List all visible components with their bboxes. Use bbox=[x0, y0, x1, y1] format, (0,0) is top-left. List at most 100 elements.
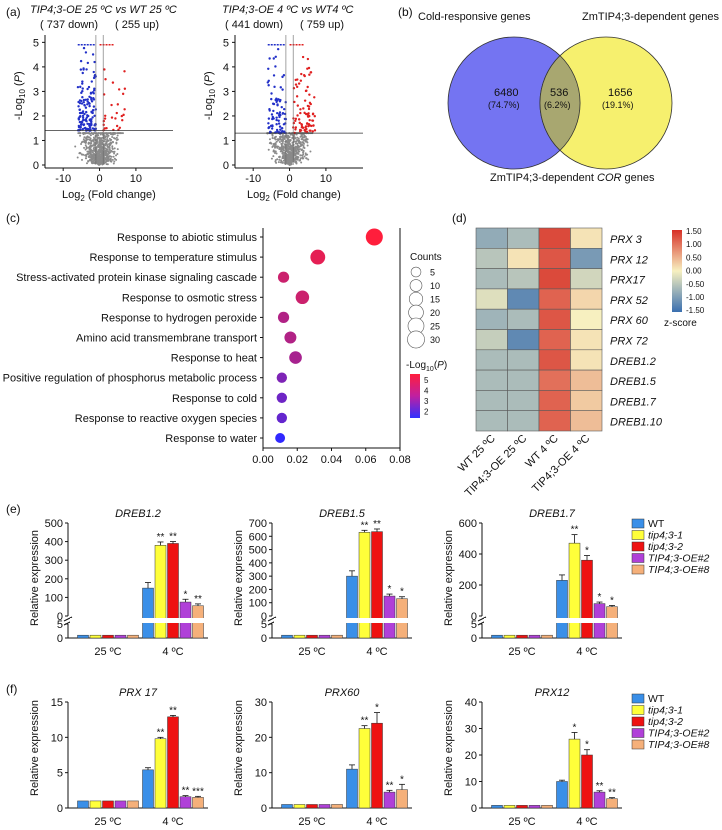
bar-y-tick-label: 10 bbox=[51, 732, 63, 744]
volcano-y-tick-label: 1 bbox=[33, 135, 39, 147]
volcano-point-up bbox=[311, 119, 314, 122]
counts-legend-label: 10 bbox=[430, 281, 440, 291]
volcano-point-down bbox=[283, 107, 286, 111]
volcano-point-up bbox=[111, 81, 115, 84]
heatmap-cell bbox=[475, 369, 508, 391]
bar bbox=[606, 798, 618, 809]
volcano-point-down bbox=[85, 119, 88, 123]
volcano-point-down bbox=[80, 121, 84, 124]
panel-label-f: (f) bbox=[6, 682, 17, 696]
volcano-point-ns bbox=[270, 157, 273, 160]
color-legend-tick: 2 bbox=[424, 408, 429, 417]
heatmap-cell bbox=[570, 288, 603, 310]
bar-x-category-label: 4 ºC bbox=[366, 816, 387, 828]
volcano-point-down bbox=[84, 106, 88, 109]
bar bbox=[142, 587, 154, 639]
volcano-point-ns bbox=[105, 158, 108, 161]
volcano-point-ns bbox=[79, 134, 82, 137]
volcano-point-ns bbox=[90, 149, 93, 152]
volcano-point-down bbox=[79, 68, 83, 71]
volcano-point-down bbox=[276, 130, 279, 133]
go-term-label: Response to heat bbox=[171, 353, 257, 365]
heatmap-cell bbox=[475, 349, 508, 371]
volcano-point-up bbox=[307, 123, 311, 126]
volcano-point-down bbox=[82, 101, 85, 104]
volcano-2-xlabel: Log2 (Fold change) bbox=[247, 189, 341, 203]
volcano-point-down bbox=[79, 123, 83, 127]
volcano-point-ns bbox=[87, 132, 90, 135]
venn-mid-percent: (6.2%) bbox=[544, 100, 571, 110]
go-dot-plot: 0.00 0.02 0.04 0.06 0.08 Response to abiotic … bbox=[3, 228, 447, 466]
volcano-point-ns bbox=[272, 144, 275, 147]
color-legend-bar bbox=[410, 374, 420, 418]
heatmap-cell bbox=[538, 268, 571, 290]
axis-break-band bbox=[274, 618, 412, 623]
significance-stars: * bbox=[573, 722, 577, 733]
bar bbox=[281, 634, 293, 639]
bar bbox=[192, 797, 204, 809]
heatmap-row-label: PRX 52 bbox=[610, 295, 648, 307]
volcano-point-up bbox=[300, 72, 303, 76]
volcano-point-up bbox=[299, 79, 303, 82]
volcano-point-ns bbox=[82, 133, 85, 136]
volcano-point-down bbox=[80, 102, 84, 105]
volcano-point-down bbox=[86, 114, 89, 117]
bar-y-tick-label: 0 bbox=[471, 611, 477, 623]
bar bbox=[102, 634, 114, 639]
volcano-point-down bbox=[93, 127, 96, 131]
heatmap-cell bbox=[475, 268, 508, 290]
volcano-point-ns bbox=[281, 150, 284, 153]
legend-label: TIP4;3-OE#2 bbox=[648, 728, 709, 740]
panel-label-b: (b) bbox=[398, 5, 413, 19]
heatmap-cell bbox=[507, 329, 540, 351]
volcano-point-ns bbox=[296, 142, 299, 145]
volcano-point-ns bbox=[111, 158, 114, 161]
volcano-point-up bbox=[293, 100, 296, 104]
volcano-point-ns bbox=[111, 135, 114, 138]
volcano-point-ns bbox=[297, 144, 300, 147]
volcano-point-ns bbox=[84, 154, 87, 157]
volcano-point-down bbox=[281, 88, 284, 91]
go-term-label: Response to osmotic stress bbox=[122, 292, 258, 304]
volcano-point-up bbox=[300, 122, 303, 126]
volcano-point-ns bbox=[291, 160, 294, 163]
legend-swatch bbox=[631, 541, 645, 552]
legend-label: tip4;3-1 bbox=[648, 705, 683, 717]
volcano-point-ns bbox=[116, 152, 119, 155]
volcano-point-ns bbox=[302, 139, 305, 142]
volcano-point-ns bbox=[305, 157, 308, 160]
volcano-point-down bbox=[79, 85, 82, 89]
bar-y-tick-label: 200 bbox=[249, 584, 267, 596]
volcano-point-ns bbox=[294, 156, 297, 159]
volcano-y-tick-label: 4 bbox=[223, 62, 229, 74]
volcano-x-tick-label: -10 bbox=[55, 173, 71, 185]
volcano-point-down bbox=[81, 71, 84, 75]
volcano-point-ns bbox=[95, 159, 98, 162]
legend-label: TIP4;3-OE#8 bbox=[648, 564, 709, 576]
volcano-point-ns bbox=[98, 144, 101, 147]
volcano-point-down bbox=[92, 105, 96, 108]
volcano-2-up-count: ( 759 up) bbox=[300, 19, 344, 31]
volcano-point-ns bbox=[275, 161, 278, 164]
volcano-point-down bbox=[86, 122, 89, 125]
bar-y-tick-label: 100 bbox=[249, 598, 267, 610]
heatmap-cell bbox=[507, 288, 540, 310]
legend-swatch bbox=[631, 716, 645, 727]
significance-stars: ** bbox=[361, 520, 369, 531]
bar-y-tick-label: 300 bbox=[45, 555, 63, 567]
volcano-point-down bbox=[270, 92, 273, 95]
volcano-point-up bbox=[305, 127, 308, 131]
volcano-point-ns bbox=[99, 159, 102, 162]
legend-label: tip4;3-2 bbox=[648, 716, 683, 728]
volcano-point-ns bbox=[294, 137, 297, 140]
volcano-point-down bbox=[280, 127, 284, 130]
significance-stars: * bbox=[375, 703, 379, 714]
bar-chart-title: DREB1.2 bbox=[115, 508, 161, 520]
volcano-y-tick-label: 2 bbox=[33, 111, 39, 123]
volcano-point-ns bbox=[84, 157, 87, 160]
bar-y-tick-label: 400 bbox=[459, 549, 477, 561]
volcano-point-ns bbox=[305, 137, 308, 140]
bar bbox=[491, 805, 503, 809]
heatmap-row-label: PRX 60 bbox=[610, 315, 649, 327]
volcano-point-up bbox=[305, 122, 309, 125]
